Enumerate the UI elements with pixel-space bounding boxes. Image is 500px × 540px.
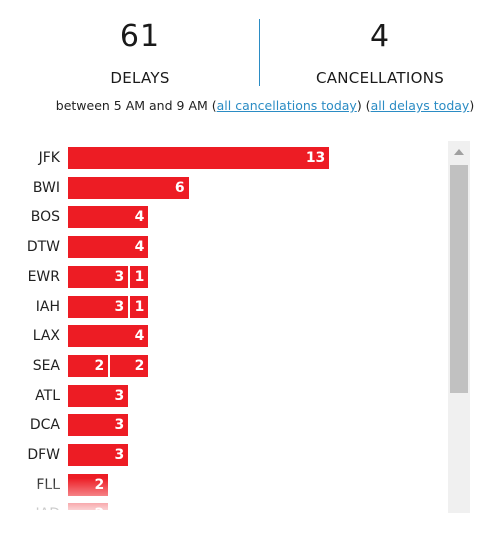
- chart-row: BWI 6: [0, 176, 440, 199]
- delay-bar-segment[interactable]: 1: [128, 295, 149, 318]
- delay-bar-segment[interactable]: 4: [68, 325, 149, 348]
- chart-fade-overlay: [0, 478, 440, 518]
- chart-row: EWR 3 1: [0, 265, 440, 288]
- delay-bar-segment[interactable]: 3: [68, 295, 129, 318]
- bar-value-label: 2: [94, 357, 105, 374]
- delay-bar-segment[interactable]: 3: [68, 265, 129, 288]
- bar-value-label: 3: [114, 417, 125, 434]
- airport-code-label: ATL: [35, 387, 60, 404]
- chart-row: DFW 3: [0, 444, 440, 466]
- airport-code-label: BOS: [30, 209, 60, 226]
- bar-value-label: 4: [134, 239, 145, 256]
- delays-stat: 61 DELAYS: [15, 0, 265, 88]
- delay-bar-segment[interactable]: 13: [68, 147, 330, 169]
- delay-bar-segment[interactable]: 2: [108, 354, 149, 377]
- delay-bar-segment[interactable]: 3: [68, 444, 129, 466]
- bar-value-label: 1: [134, 268, 145, 285]
- delay-bar-segment[interactable]: 3: [68, 384, 129, 407]
- cancellations-count: 4: [369, 19, 391, 54]
- bar-value-label: 3: [114, 298, 125, 315]
- all-cancellations-link[interactable]: all cancellations today: [216, 98, 357, 113]
- chart-scrollbar-thumb[interactable]: [450, 165, 468, 393]
- airport-code-label: DTW: [26, 239, 60, 256]
- chart-row: LAX 4: [0, 325, 440, 348]
- airport-code-label: IAH: [35, 298, 60, 315]
- bar-value-label: 4: [134, 209, 145, 226]
- airport-code-label: LAX: [32, 328, 60, 345]
- chart-row: JFK 13: [0, 147, 440, 169]
- stats-divider: [259, 19, 260, 86]
- scroll-up-arrow-icon: [454, 149, 464, 155]
- bar-value-label: 3: [114, 387, 125, 404]
- delay-bar-segment[interactable]: 4: [68, 206, 149, 229]
- bar-value-label: 3: [114, 268, 125, 285]
- airport-code-label: JFK: [38, 150, 60, 166]
- delay-bar-segment[interactable]: 2: [68, 354, 109, 377]
- cancellations-label: CANCELLATIONS: [315, 69, 445, 87]
- bar-value-label: 13: [305, 150, 326, 166]
- airport-code-label: DCA: [29, 417, 60, 434]
- chart-row: DCA 3: [0, 414, 440, 437]
- bar-value-label: 1: [134, 298, 145, 315]
- subtitle-suffix: ): [469, 98, 475, 113]
- bar-value-label: 2: [134, 357, 145, 374]
- chart-row: DTW 4: [0, 236, 440, 259]
- delay-bar-segment[interactable]: 4: [68, 236, 149, 259]
- delay-bar-segment[interactable]: 1: [128, 265, 149, 288]
- chart-row: IAH 3 1: [0, 295, 440, 318]
- chart-row: ATL 3: [0, 384, 440, 407]
- airport-code-label: DFW: [27, 447, 60, 463]
- cancellations-stat: 4 CANCELLATIONS: [255, 0, 500, 88]
- airport-delays-chart: JFK 13 BWI 6 BOS 4 DTW 4 EWR 3 1 IAH 3 1 LAX 4 SEA 2 2 ATL 3…: [0, 140, 440, 510]
- delays-label: DELAYS: [110, 69, 170, 87]
- bar-value-label: 4: [134, 328, 145, 345]
- subtitle-middle: ) (: [356, 98, 371, 113]
- scroll-up-button[interactable]: [448, 141, 470, 165]
- airport-code-label: SEA: [32, 357, 60, 374]
- summary-stats: 61 DELAYS 4 CANCELLATIONS: [0, 0, 500, 90]
- chart-row: SEA 2 2: [0, 354, 440, 377]
- all-delays-link[interactable]: all delays today: [370, 98, 470, 113]
- airport-code-label: EWR: [27, 268, 60, 285]
- airport-code-label: BWI: [32, 179, 60, 196]
- delay-bar-segment[interactable]: 6: [68, 176, 189, 199]
- time-range-subtitle: between 5 AM and 9 AM (all cancellations…: [0, 98, 500, 113]
- subtitle-prefix: between 5 AM and 9 AM (: [55, 98, 217, 113]
- chart-row: BOS 4: [0, 206, 440, 229]
- bar-value-label: 3: [114, 447, 125, 463]
- bar-value-label: 6: [174, 179, 185, 196]
- delays-count: 61: [119, 19, 161, 54]
- delay-bar-segment[interactable]: 3: [68, 414, 129, 437]
